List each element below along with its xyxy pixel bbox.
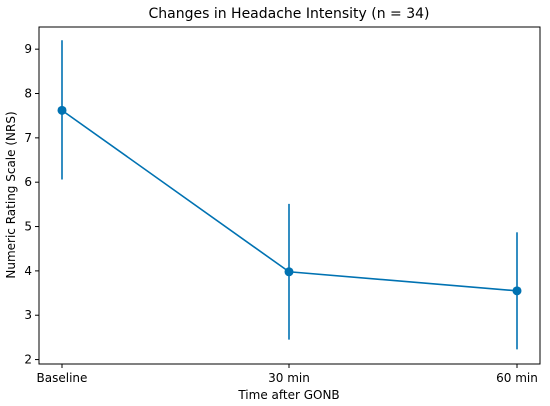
x-tick-label: Baseline [37, 371, 88, 385]
chart-title: Changes in Headache Intensity (n = 34) [148, 6, 429, 22]
y-tick-label: 3 [24, 308, 32, 322]
data-point [57, 105, 67, 115]
y-tick-label: 2 [24, 353, 32, 367]
y-tick-label: 8 [24, 87, 32, 101]
data-point [512, 286, 522, 296]
x-tick-label: 30 min [268, 371, 310, 385]
x-tick-label: 60 min [496, 371, 538, 385]
series-layer [57, 40, 522, 350]
y-tick-label: 4 [24, 264, 32, 278]
y-tick-label: 5 [24, 220, 32, 234]
x-axis-title: Time after GONB [237, 388, 339, 402]
y-axis: 2 3 4 5 6 7 8 9 [24, 42, 39, 367]
data-point [284, 267, 294, 277]
y-axis-title: Numeric Rating Scale (NRS) [4, 111, 18, 278]
x-axis: Baseline 30 min 60 min [37, 364, 538, 385]
y-tick-label: 7 [24, 131, 32, 145]
y-tick-label: 6 [24, 175, 32, 189]
y-tick-label: 9 [24, 42, 32, 56]
